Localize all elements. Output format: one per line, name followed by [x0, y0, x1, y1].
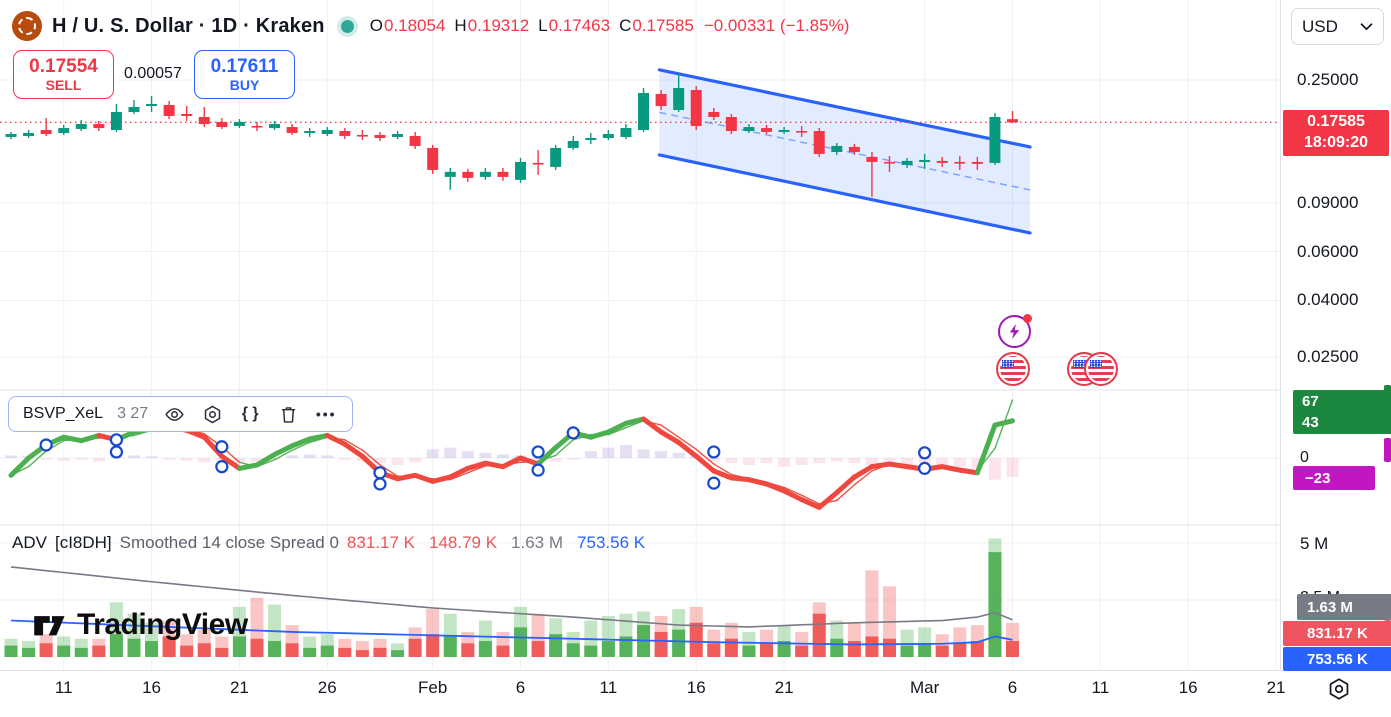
indicator-value-67: 67: [1302, 393, 1319, 410]
time-tick-label: 21: [229, 678, 249, 697]
ohlc-values: O 0.18054 H 0.19312 L 0.17463 C 0.17585 −0.0…: [370, 16, 850, 36]
us-flag-event-icon[interactable]: [996, 352, 1031, 386]
last-price-value: 0.17585: [1307, 113, 1365, 131]
price-tick-label: 0.06000: [1297, 241, 1359, 261]
open-label: O: [369, 16, 383, 35]
time-tick-label: Mar: [909, 678, 940, 697]
volume-legend-value: 148.79 K: [428, 533, 498, 552]
tradingview-logo[interactable]: TradingView: [30, 608, 248, 642]
us-flag-event-icon[interactable]: [1084, 352, 1119, 386]
time-tick-label: 21: [774, 678, 794, 697]
symbol-title[interactable]: H / U. S. Dollar · 1D · Kraken: [52, 14, 325, 37]
tradingview-logo-text: TradingView: [77, 608, 248, 641]
low-label: L: [538, 16, 548, 35]
spread-value: 0.00057: [124, 65, 182, 82]
market-status-icon[interactable]: [340, 19, 354, 33]
countdown-timer: 18:09:20: [1303, 134, 1369, 151]
indicator-name: BSVP_XeL: [23, 405, 104, 422]
settings-icon[interactable]: [200, 402, 224, 426]
time-tick-label: 11: [1091, 678, 1110, 697]
volume-value-box-red: 831.17 K: [1283, 621, 1391, 646]
more-options-icon[interactable]: •••: [315, 406, 337, 422]
indicator-value-43: 43: [1302, 414, 1319, 431]
volume-indicator-name: ADV: [12, 533, 47, 552]
time-tick-label: 16: [1178, 678, 1198, 697]
currency-value: USD: [1302, 16, 1338, 36]
price-tick-label: 0.25000: [1297, 70, 1359, 89]
price-tick-label: 0.02500: [1297, 347, 1359, 366]
time-tick-label: 11: [599, 678, 618, 697]
time-tick-label: 16: [142, 678, 162, 697]
high-label: H: [454, 16, 467, 35]
volume-legend[interactable]: ADV [cI8DH] Smoothed 14 close Spread 0 8…: [12, 533, 659, 553]
time-tick-label: 6: [515, 678, 526, 697]
tradingview-mark-icon: [34, 616, 65, 636]
change-value: −0.00331 (−1.85%): [703, 16, 850, 35]
symbol-logo-icon[interactable]: [12, 11, 42, 41]
volume-value-red: 831.17 K: [1307, 625, 1368, 642]
time-tick-label: 26: [317, 678, 337, 697]
price-tick-label: 0.04000: [1297, 290, 1359, 310]
high-value: 0.19312: [467, 16, 530, 35]
time-tick-label: Feb: [418, 678, 448, 697]
sell-button[interactable]: 0.17554 SELL: [13, 50, 114, 99]
time-tick-label: 21: [1266, 678, 1286, 697]
sell-label: SELL: [45, 77, 82, 94]
indicator-value-neg23: −23: [1305, 469, 1331, 487]
sell-price: 0.17554: [29, 55, 98, 77]
volume-legend-value: 753.56 K: [577, 533, 646, 552]
low-value: 0.17463: [548, 16, 611, 35]
volume-legend-value: 831.17 K: [346, 533, 415, 552]
volume-legend-values: 831.17 K 148.79 K 1.63 M 753.56 K: [347, 533, 659, 553]
time-tick-label: 16: [686, 678, 706, 697]
source-code-icon[interactable]: { }: [241, 405, 259, 422]
time-tick-label: 6: [1007, 678, 1018, 697]
chart-canvas[interactable]: [0, 0, 1280, 670]
symbol-header: H / U. S. Dollar · 1D · Kraken O 0.18054 …: [12, 9, 849, 43]
indicator-legend[interactable]: BSVP_XeL 3 27 { } •••: [8, 396, 354, 432]
edge-label-blue: [1384, 647, 1391, 668]
buy-label: BUY: [229, 77, 260, 94]
edge-label-magenta: [1384, 438, 1391, 462]
time-tick-label: 11: [54, 678, 73, 697]
edge-label-red: [1384, 620, 1391, 646]
last-price-label: 0.17585 18:09:20: [1283, 110, 1389, 156]
time-axis[interactable]: [0, 670, 1391, 717]
volume-indicator-settings: Smoothed 14 close Spread 0: [119, 533, 339, 552]
volume-value-box-gray: 1.63 M: [1297, 594, 1391, 620]
economic-event-flash-icon[interactable]: [998, 314, 1033, 348]
price-tick-label: 0.09000: [1297, 192, 1359, 212]
currency-selector[interactable]: USD: [1291, 8, 1384, 45]
edge-label-green: [1384, 385, 1391, 425]
close-value: 0.17585: [632, 16, 694, 35]
indicator-value-box-magenta: −23: [1293, 466, 1375, 490]
volume-indicator-id: [cI8DH]: [54, 533, 112, 552]
delete-icon[interactable]: [276, 402, 300, 426]
indicator-value-box-green: 67 43: [1293, 390, 1391, 434]
axis-settings-gear-icon[interactable]: [1326, 676, 1352, 702]
close-label: C: [619, 16, 632, 35]
eye-icon[interactable]: [162, 402, 186, 426]
indicator-zero-label: 0: [1300, 449, 1309, 466]
open-value: 0.18054: [383, 16, 446, 35]
chevron-down-icon: [1360, 23, 1373, 31]
buy-price: 0.17611: [210, 55, 279, 77]
indicator-params: 3 27: [117, 405, 149, 422]
volume-value-gray: 1.63 M: [1307, 598, 1353, 616]
volume-legend-value: 1.63 M: [511, 533, 564, 552]
volume-tick-5m: 5 M: [1300, 534, 1329, 553]
volume-value-blue: 753.56 K: [1307, 650, 1368, 668]
buy-button[interactable]: 0.17611 BUY: [194, 50, 295, 99]
volume-value-box-blue: 753.56 K: [1283, 647, 1391, 671]
